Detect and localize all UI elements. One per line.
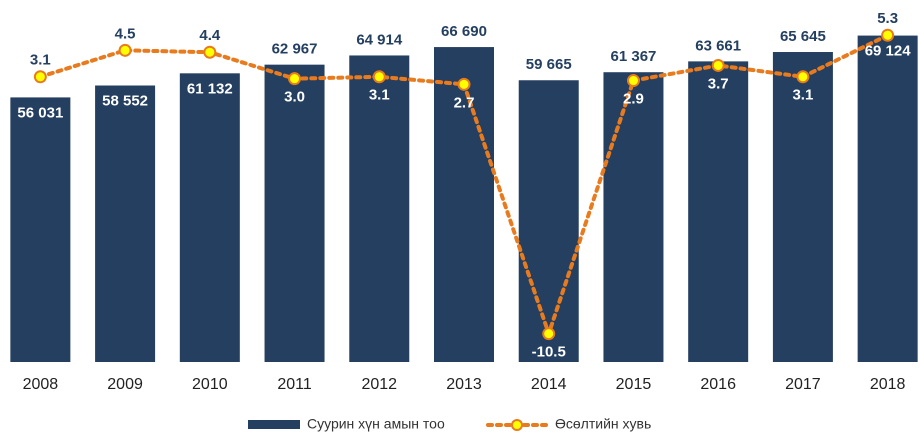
growth-value-label: 2.9 [623,91,644,108]
growth-value-label: -10.5 [532,344,566,361]
growth-value-label: 2.7 [454,94,475,111]
growth-marker [881,28,895,42]
x-tick-label: 2009 [107,376,143,393]
bar-value-label: 59 665 [526,56,572,73]
x-tick-label: 2011 [277,376,312,393]
x-tick-label: 2016 [700,376,736,393]
bar-value-label: 58 552 [102,92,148,109]
growth-value-label: 4.4 [199,27,221,44]
bar [772,52,833,362]
bar-value-label: 56 031 [17,104,63,121]
growth-marker [203,45,217,59]
x-tick-label: 2012 [361,376,397,393]
bar [434,47,494,362]
bar-value-label: 66 690 [441,23,487,40]
growth-value-label: 4.5 [115,25,136,42]
growth-marker [542,327,556,341]
growth-value-label: 3.1 [792,87,813,104]
bar-value-label: 61 132 [187,80,233,97]
growth-marker [626,74,640,88]
bar [349,55,410,362]
x-tick-label: 2010 [192,376,228,393]
legend-label: Өсөлтийн хувь [555,416,651,432]
growth-marker [118,43,132,57]
bar [264,64,325,363]
growth-marker [711,58,725,72]
growth-marker [372,70,386,84]
growth-marker [457,77,471,91]
growth-value-label: 3.1 [30,52,51,69]
bar [179,73,240,363]
growth-value-label: 3.0 [284,89,305,106]
bar [10,97,71,362]
bar [603,72,664,362]
legend-label: Суурин хүн амын тоо [307,416,445,432]
bar-value-label: 63 661 [695,37,741,54]
x-tick-label: 2018 [870,376,906,393]
legend-swatch [248,420,300,429]
bar [857,35,918,362]
x-tick-label: 2008 [23,376,59,393]
growth-value-label: 5.3 [877,10,898,27]
bar [95,85,156,362]
growth-marker [33,70,47,84]
bar-value-label: 62 967 [272,41,318,58]
bar-value-label: 69 124 [865,43,912,60]
growth-marker [288,72,302,86]
bar-value-label: 65 645 [780,28,826,45]
growth-marker [796,70,810,84]
growth-value-label: 3.1 [369,87,390,104]
x-tick-label: 2017 [785,376,821,393]
bar-value-label: 61 367 [611,48,657,65]
growth-value-label: 3.7 [708,75,729,92]
legend-marker [511,419,523,431]
bar [688,61,749,363]
x-tick-label: 2013 [446,376,482,393]
bar-value-label: 64 914 [356,31,403,48]
x-tick-label: 2014 [531,376,567,393]
x-tick-label: 2015 [616,376,652,393]
bar [518,80,579,363]
